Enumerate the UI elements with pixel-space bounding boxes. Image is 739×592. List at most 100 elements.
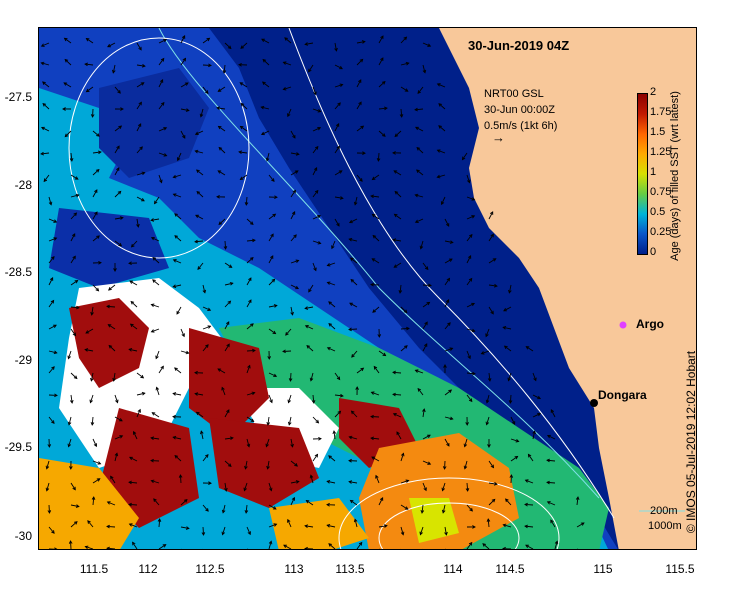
- current-arrow-head: [337, 102, 341, 106]
- current-arrow-head: [304, 546, 308, 549]
- current-arrow-head: [218, 146, 223, 151]
- current-arrow-head: [270, 233, 274, 238]
- current-arrow: [422, 482, 427, 491]
- current-arrow-head: [160, 57, 165, 62]
- current-arrow-head: [138, 101, 142, 106]
- current-arrow-head: [110, 475, 114, 480]
- current-arrow-head: [392, 392, 396, 397]
- current-arrow: [176, 306, 182, 315]
- current-arrow: [442, 482, 446, 491]
- current-arrow-head: [502, 546, 506, 549]
- current-arrow-head: [207, 325, 212, 329]
- x-tick-label: 115: [593, 562, 613, 576]
- current-arrow-head: [449, 416, 454, 421]
- current-arrow: [334, 146, 340, 154]
- current-arrow-head: [106, 546, 110, 549]
- current-arrow: [180, 328, 185, 337]
- current-arrow: [42, 103, 50, 110]
- current-arrow: [333, 431, 336, 440]
- current-arrow-head: [238, 150, 243, 155]
- current-arrow: [202, 306, 211, 311]
- current-arrow: [68, 438, 72, 447]
- current-arrow-head: [197, 266, 201, 270]
- x-tick-label: 112: [138, 562, 158, 576]
- current-arrow: [532, 431, 536, 440]
- current-arrow: [419, 526, 424, 535]
- current-arrow-head: [95, 287, 100, 292]
- x-tick-label: 114: [443, 562, 463, 576]
- current-arrow: [261, 130, 270, 135]
- current-arrow-head: [95, 168, 100, 173]
- current-arrow: [312, 394, 315, 404]
- current-arrow: [246, 299, 252, 308]
- current-arrow: [87, 520, 94, 528]
- current-arrow: [290, 497, 295, 506]
- current-arrow: [202, 344, 209, 352]
- current-arrow: [151, 480, 160, 484]
- current-arrow: [158, 79, 164, 88]
- current-arrow-head: [217, 368, 222, 372]
- current-arrow: [510, 438, 519, 442]
- current-arrow: [334, 123, 340, 132]
- current-arrow-head: [336, 222, 340, 227]
- current-arrow: [48, 526, 55, 534]
- current-arrow-head: [154, 200, 158, 205]
- argo-float-marker: [619, 321, 627, 329]
- current-arrow: [312, 190, 319, 198]
- current-arrow: [550, 519, 556, 528]
- current-arrow: [202, 284, 206, 293]
- current-arrow-head: [306, 345, 311, 349]
- current-arrow-head: [415, 169, 420, 173]
- current-arrow-head: [119, 435, 124, 439]
- current-arrow-head: [471, 302, 476, 307]
- current-arrow: [485, 328, 490, 337]
- current-arrow-head: [47, 444, 52, 448]
- current-arrow-head: [575, 496, 580, 501]
- current-arrow-head: [490, 233, 494, 238]
- current-arrow-head: [350, 278, 355, 283]
- current-arrow-head: [119, 216, 124, 220]
- colorbar-tick-label: 1.75: [650, 106, 672, 118]
- current-arrow: [444, 322, 451, 330]
- dongara-marker: [590, 399, 598, 407]
- current-arrow-head: [353, 201, 358, 206]
- current-arrow: [444, 299, 450, 308]
- current-arrow-head: [414, 219, 419, 223]
- current-arrow: [393, 413, 402, 418]
- current-arrow-head: [107, 324, 112, 328]
- current-arrow-head: [268, 540, 273, 545]
- current-arrow-head: [194, 370, 198, 375]
- current-arrow: [356, 101, 362, 110]
- current-arrow-head: [116, 145, 120, 150]
- current-arrow: [308, 64, 314, 72]
- current-arrow: [41, 42, 50, 47]
- current-arrow: [247, 548, 249, 549]
- current-arrow-head: [427, 461, 432, 465]
- current-arrow-head: [360, 367, 365, 372]
- current-arrow: [48, 218, 57, 223]
- current-arrow: [444, 278, 450, 286]
- current-arrow-head: [172, 193, 177, 197]
- current-arrow-head: [291, 211, 296, 215]
- current-arrow: [348, 328, 358, 330]
- current-arrow-head: [295, 152, 300, 156]
- current-arrow-head: [361, 40, 366, 44]
- current-arrow-head: [155, 355, 159, 360]
- product-line-1: NRT00 GSL: [484, 88, 544, 100]
- current-arrow-head: [370, 391, 375, 395]
- current-arrow: [240, 42, 248, 49]
- current-arrow-head: [216, 106, 221, 110]
- current-arrow-head: [405, 479, 410, 483]
- current-arrow-head: [141, 171, 146, 176]
- current-arrow: [328, 455, 336, 462]
- current-arrow-head: [150, 303, 155, 308]
- current-arrow-head: [351, 354, 355, 358]
- current-arrow: [158, 544, 166, 549]
- current-arrow-head: [309, 474, 314, 479]
- current-arrow-head: [485, 399, 490, 404]
- current-arrow-head: [314, 453, 319, 458]
- current-arrow: [444, 416, 453, 420]
- current-arrow: [422, 64, 426, 73]
- current-arrow: [378, 130, 386, 137]
- current-arrow-head: [248, 277, 252, 282]
